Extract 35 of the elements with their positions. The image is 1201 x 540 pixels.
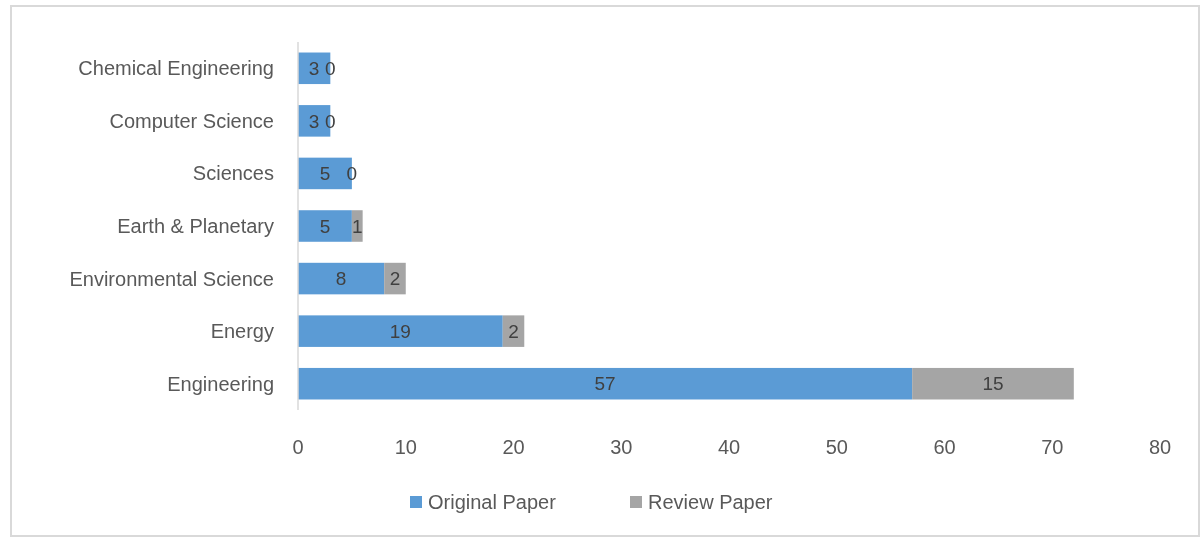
data-label: 15 bbox=[982, 373, 1004, 395]
x-tick-label: 50 bbox=[825, 436, 848, 458]
x-tick-label: 0 bbox=[292, 436, 304, 458]
data-label: 0 bbox=[346, 163, 358, 185]
data-label: 5 bbox=[319, 215, 331, 237]
x-tick-label: 60 bbox=[933, 436, 956, 458]
y-tick-label: Engineering bbox=[167, 372, 274, 395]
data-label: 2 bbox=[389, 268, 401, 290]
x-tick-label: 40 bbox=[717, 436, 741, 458]
data-label: 2 bbox=[508, 320, 519, 342]
data-label: 5 bbox=[319, 163, 331, 185]
bar bbox=[298, 315, 503, 347]
data-label: 3 bbox=[308, 110, 320, 132]
bar bbox=[298, 367, 913, 400]
y-tick-label: Environmental Science bbox=[69, 267, 274, 290]
y-tick-label: Chemical Engineering bbox=[78, 57, 274, 80]
x-tick-label: 20 bbox=[502, 436, 525, 458]
bar bbox=[298, 262, 385, 295]
y-tick-label: Earth & Planetary bbox=[117, 215, 274, 237]
x-tick-label: 30 bbox=[610, 436, 633, 458]
legend-label: Review Paper bbox=[648, 491, 773, 513]
data-label: 3 bbox=[308, 57, 320, 79]
y-tick-label: Energy bbox=[210, 320, 274, 343]
data-label: 57 bbox=[594, 373, 616, 395]
x-tick-label: 80 bbox=[1148, 436, 1172, 458]
data-label: 1 bbox=[351, 215, 363, 237]
data-label: 19 bbox=[389, 320, 411, 342]
x-tick-label: 70 bbox=[1041, 436, 1064, 458]
bar bbox=[912, 367, 1074, 400]
legend-label: Original Paper bbox=[428, 491, 557, 513]
bar bbox=[298, 210, 352, 242]
x-tick-label: 10 bbox=[394, 436, 417, 458]
y-tick-label: Computer Science bbox=[109, 109, 274, 132]
y-tick-label: Sciences bbox=[192, 162, 274, 185]
data-label: 8 bbox=[335, 268, 347, 290]
